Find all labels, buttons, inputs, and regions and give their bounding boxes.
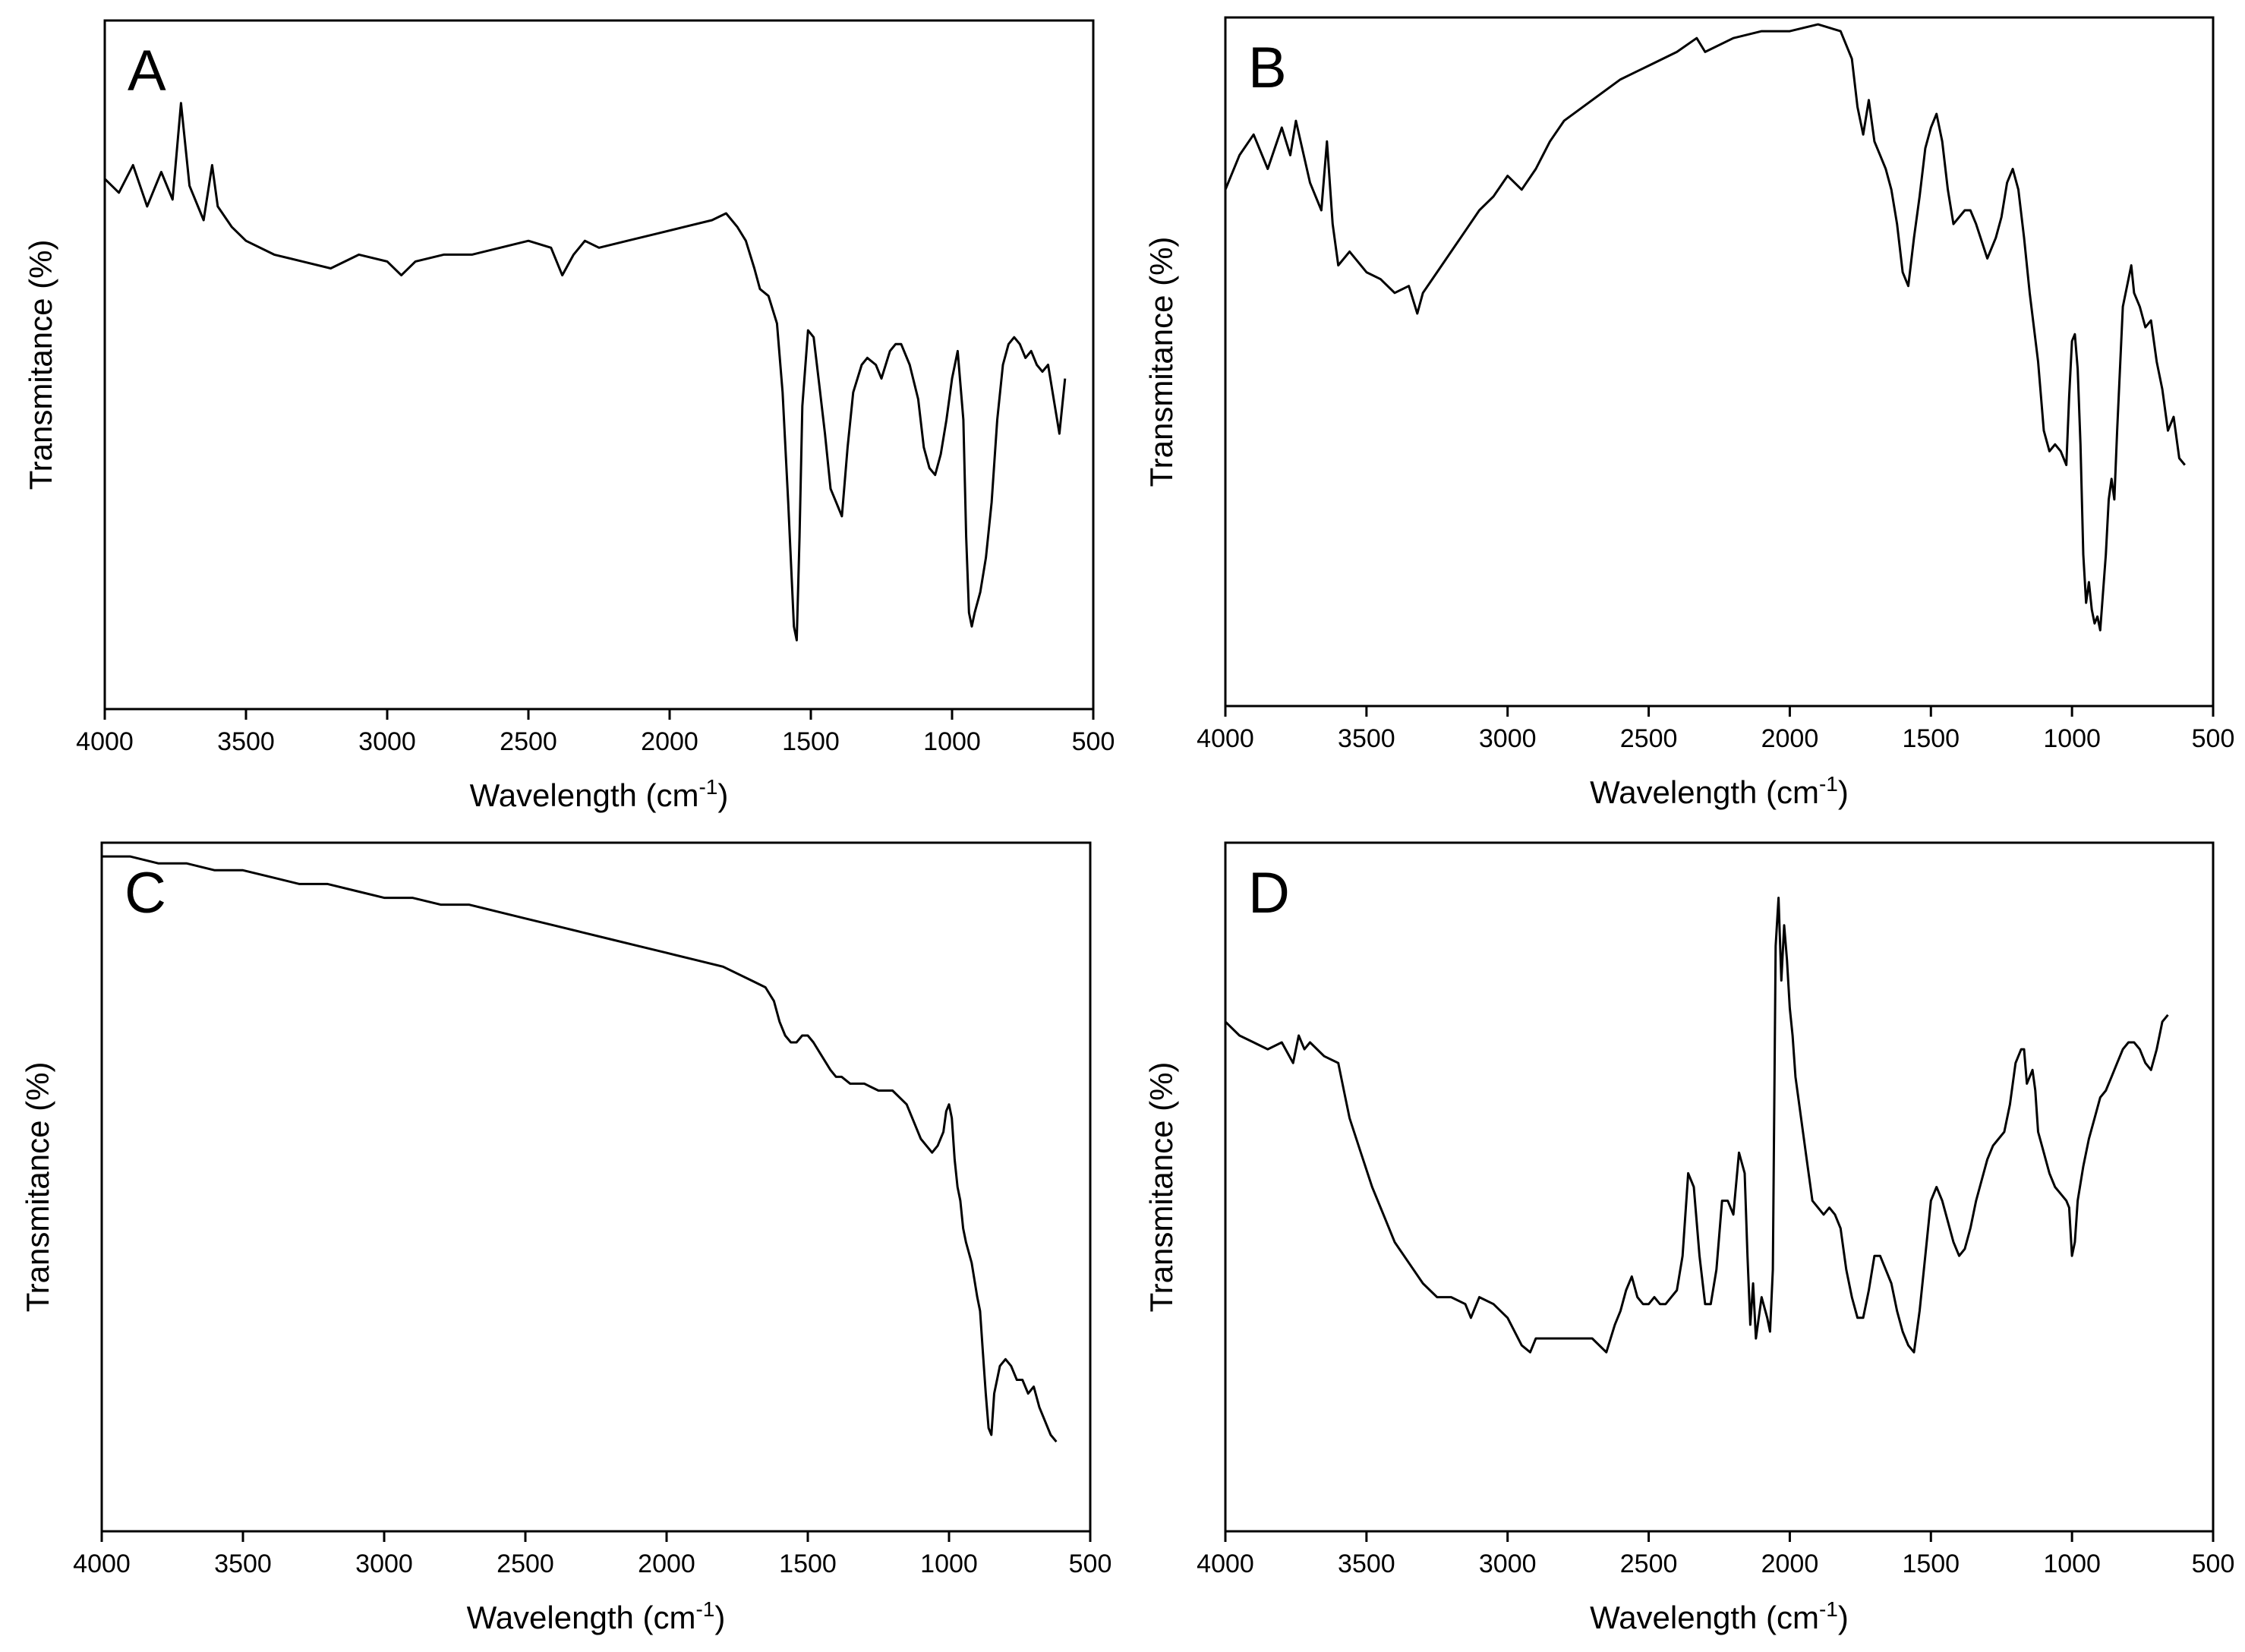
x-axis-label: Wavelength (cm-1) — [467, 1597, 726, 1635]
x-axis-label-superscript: -1 — [1819, 772, 1838, 796]
plot-frame — [1224, 841, 2215, 1533]
x-tick-label: 3500 — [1338, 724, 1395, 753]
x-tick-label: 1500 — [1902, 724, 1960, 753]
x-axis-label-close: ) — [1838, 774, 1849, 810]
panel-letter: D — [1248, 861, 1290, 925]
x-tick-label: 4000 — [73, 1550, 131, 1578]
x-tick-label: 3000 — [355, 1550, 413, 1578]
x-axis-label-text: Wavelength (cm — [1590, 774, 1819, 810]
x-axis-label-superscript: -1 — [698, 775, 717, 799]
y-axis-label: Transmitance (%) — [23, 240, 58, 490]
y-axis-label: Transmitance (%) — [1143, 1062, 1179, 1313]
x-tick-label: 3500 — [217, 727, 275, 756]
panel-a: 4000 3500 3000 2500 2000 1500 1000 500 A Waveleng… — [23, 19, 1115, 813]
panel-c: 4000 3500 3000 2500 2000 1500 1000 500 C Waveleng… — [20, 841, 1112, 1635]
spectrum-line — [102, 855, 1058, 1443]
x-tick-label: 4000 — [1197, 1550, 1254, 1578]
x-tick-label: 2500 — [500, 727, 557, 756]
x-tick-label: 2000 — [1761, 724, 1819, 753]
x-axis-label-text: Wavelength (cm — [470, 777, 699, 813]
x-tick-label: 2000 — [1761, 1550, 1819, 1578]
x-axis-label-close: ) — [1838, 1600, 1849, 1635]
x-tick-label: 1500 — [782, 727, 840, 756]
x-axis-label: Wavelength (cm-1) — [1590, 772, 1849, 810]
x-tick-label: 3000 — [1479, 1550, 1537, 1578]
x-axis-label: Wavelength (cm-1) — [470, 775, 729, 813]
y-axis-label: Transmitance (%) — [1143, 237, 1179, 487]
x-tick-label: 2000 — [638, 1550, 695, 1578]
x-tick-label: 3500 — [1338, 1550, 1395, 1578]
x-tick-label: 3500 — [214, 1550, 272, 1578]
x-tick-label: 500 — [2192, 1550, 2235, 1578]
x-axis-label-close: ) — [717, 777, 728, 813]
x-tick-label: 500 — [1069, 1550, 1112, 1578]
x-axis-label-superscript: -1 — [695, 1597, 714, 1621]
x-tick-label: 500 — [2192, 724, 2235, 753]
panel-letter: C — [125, 861, 166, 925]
x-axis-label-close: ) — [714, 1600, 725, 1635]
x-tick-label: 1000 — [920, 1550, 978, 1578]
panel-b: 4000 3500 3000 2500 2000 1500 1000 500 B Waveleng… — [1143, 16, 2235, 810]
panel-letter: B — [1248, 36, 1287, 100]
plot-frame — [1224, 16, 2215, 708]
spectrum-line — [1224, 23, 2186, 632]
x-tick-label: 2500 — [1620, 724, 1678, 753]
x-tick-label: 1000 — [923, 727, 981, 756]
x-tick-label: 1500 — [779, 1550, 837, 1578]
spectrum-line — [103, 102, 1067, 642]
spectrum-line — [1224, 897, 2169, 1354]
x-tick-label: 4000 — [1197, 724, 1254, 753]
y-axis-label: Transmitance (%) — [20, 1062, 55, 1313]
x-axis-label-text: Wavelength (cm — [1590, 1600, 1819, 1635]
x-tick-label: 1500 — [1902, 1550, 1960, 1578]
x-tick-label: 2500 — [497, 1550, 554, 1578]
plot-frame — [103, 19, 1095, 711]
x-tick-label: 2000 — [641, 727, 698, 756]
panel-letter: A — [128, 39, 166, 103]
x-tick-label: 1000 — [2043, 724, 2101, 753]
x-tick-label: 3000 — [1479, 724, 1537, 753]
plot-frame — [100, 841, 1092, 1533]
x-tick-label: 500 — [1072, 727, 1115, 756]
panel-d: 4000 3500 3000 2500 2000 1500 1000 500 D Waveleng… — [1143, 841, 2235, 1635]
x-tick-label: 3000 — [358, 727, 416, 756]
x-tick-label: 2500 — [1620, 1550, 1678, 1578]
x-axis-label-text: Wavelength (cm — [467, 1600, 696, 1635]
x-tick-label: 4000 — [76, 727, 134, 756]
x-axis-label-superscript: -1 — [1819, 1597, 1838, 1621]
x-tick-label: 1000 — [2043, 1550, 2101, 1578]
x-axis-label: Wavelength (cm-1) — [1590, 1597, 1849, 1635]
